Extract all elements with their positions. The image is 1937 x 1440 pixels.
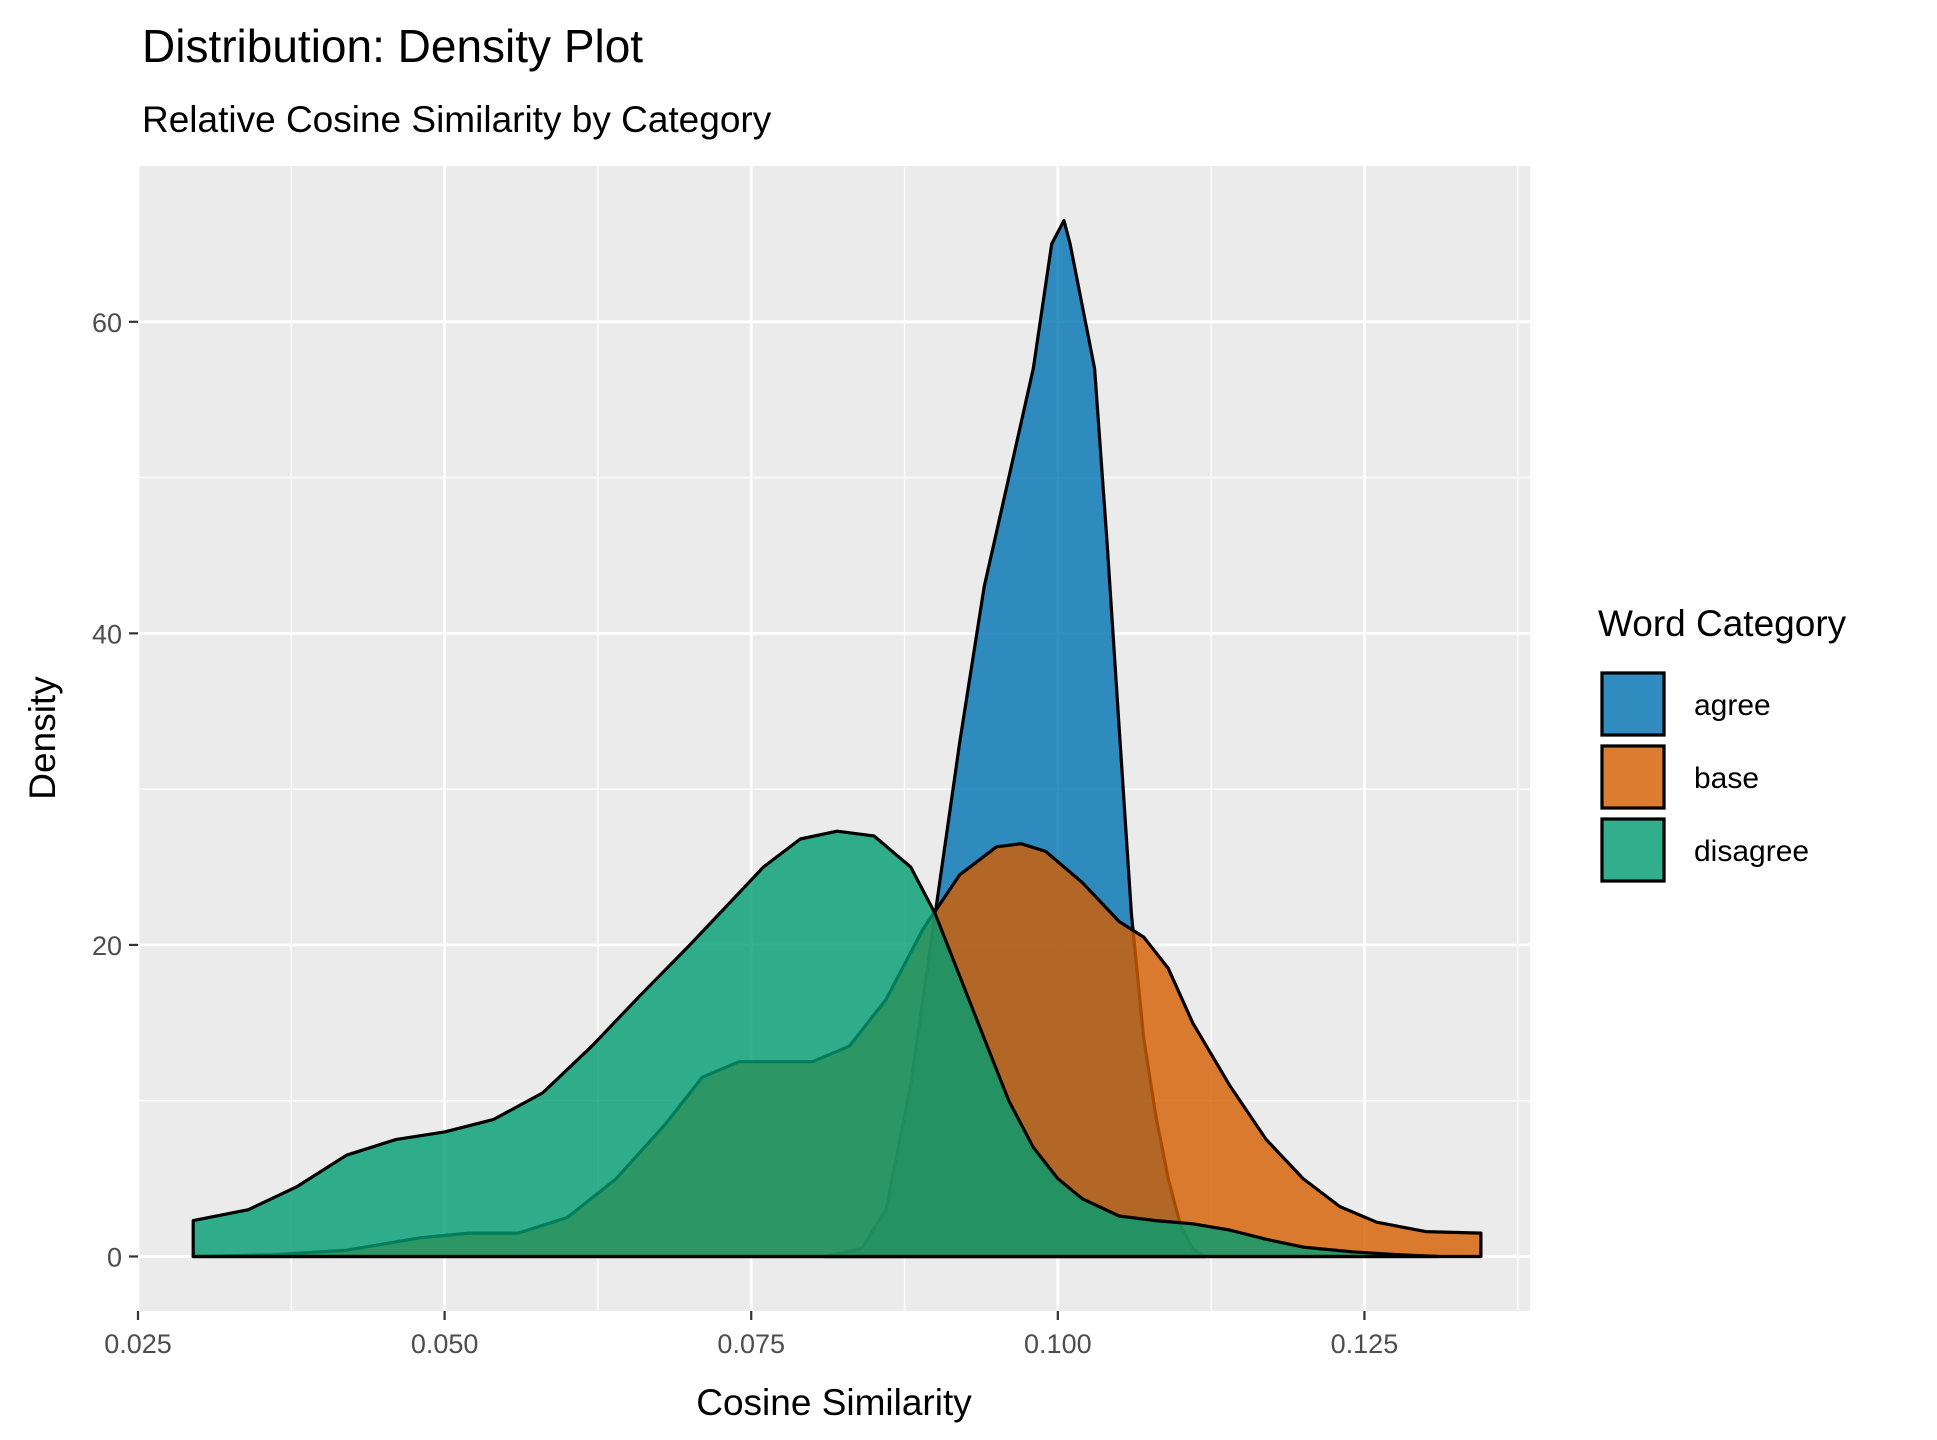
x-tick-label: 0.025: [104, 1329, 172, 1359]
x-axis: 0.025 0.050 0.075 0.100 0.125: [104, 1311, 1398, 1359]
legend-swatch-disagree: [1602, 819, 1664, 881]
legend-label-agree: agree: [1694, 689, 1771, 722]
x-tick-label: 0.100: [1024, 1329, 1092, 1359]
legend-label-base: base: [1694, 762, 1759, 795]
y-tick-label: 20: [92, 931, 122, 961]
legend: Word Category agree base disagree: [1598, 603, 1847, 883]
y-axis-title: Density: [22, 676, 63, 800]
x-tick-label: 0.075: [717, 1329, 785, 1359]
legend-swatch-agree: [1602, 673, 1664, 735]
legend-title: Word Category: [1598, 603, 1847, 644]
y-tick-label: 60: [92, 308, 122, 338]
x-tick-label: 0.050: [411, 1329, 479, 1359]
x-tick-label: 0.125: [1331, 1329, 1399, 1359]
legend-items: agree base disagree: [1600, 671, 1809, 883]
x-axis-title: Cosine Similarity: [696, 1382, 972, 1423]
legend-label-disagree: disagree: [1694, 835, 1809, 868]
chart-subtitle: Relative Cosine Similarity by Category: [142, 99, 772, 140]
y-tick-label: 0: [107, 1242, 122, 1272]
y-tick-label: 40: [92, 619, 122, 649]
y-axis: 0 20 40 60: [92, 308, 138, 1273]
chart-title: Distribution: Density Plot: [142, 20, 643, 72]
legend-swatch-base: [1602, 746, 1664, 808]
